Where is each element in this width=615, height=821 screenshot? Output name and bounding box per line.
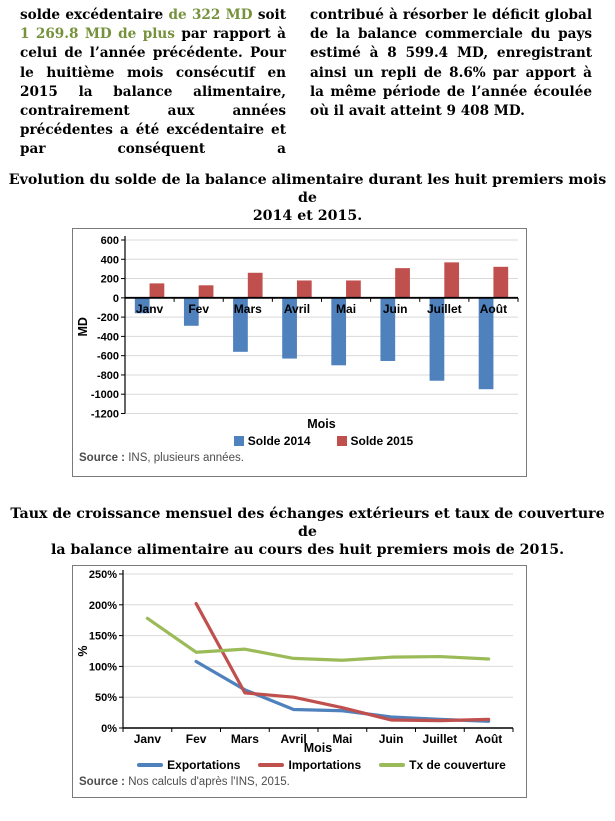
source-text: Nos calculs d'après l'INS, 2015. [125, 776, 290, 788]
legend-swatch [379, 763, 406, 767]
bar-solde-2015-juillet [444, 262, 460, 298]
bar-solde-2014-mai [331, 297, 347, 366]
legend-item-tx-de-couverture: Tx de couverture [379, 758, 506, 772]
y-tick-label: 0 [113, 293, 119, 305]
y-tick-label: 0% [101, 723, 117, 735]
chart1-title: Evolution du solde de la balance aliment… [0, 171, 615, 225]
x-category-label: Avril [281, 732, 307, 746]
legend-item-importations: Importations [258, 758, 361, 772]
bar-solde-2015-janv [149, 283, 165, 298]
y-tick-label: -1200 [91, 409, 119, 421]
legend-label: Exportations [167, 758, 241, 772]
intro-text: par rapport à celui de l’année précédent… [20, 26, 286, 158]
bar-solde-2014-janv [134, 297, 150, 314]
bar-solde-2014-juillet [429, 297, 445, 381]
chart2-title-line2: la balance alimentaire au cours des huit… [50, 542, 565, 558]
intro-paragraph-left: solde excédentaire de 322 MD soit 1 269.… [20, 6, 286, 160]
y-tick-label: 600 [101, 235, 119, 247]
y-tick-label: 150% [89, 631, 117, 643]
y-tick-label: -200 [97, 312, 119, 324]
x-axis-title: Mois [304, 741, 333, 755]
legend-swatch [258, 763, 285, 767]
bar-solde-2015-mai [346, 280, 361, 298]
x-category-label: Mai [332, 732, 352, 746]
legend-item-solde-2014: Solde 2014 [233, 434, 311, 448]
legend-item-exportations: Exportations [137, 758, 240, 772]
legend-label: Importations [288, 758, 362, 772]
line-exportations [194, 659, 491, 723]
chart2-legend: Exportations Importations Tx de couverture [117, 756, 526, 774]
legend-swatch [336, 436, 347, 446]
y-tick-label: -800 [97, 370, 119, 382]
x-category-label: Janv [134, 732, 162, 746]
chart1-legend: Solde 2014 Solde 2015 [121, 432, 526, 450]
chart1-figure: -1200 -1000 -800 -600 -400 -200 0 200 400 600 Janv… [72, 228, 527, 477]
y-tick-label: -1000 [91, 389, 119, 401]
bar-solde-2014-mars [233, 297, 248, 352]
x-category-label: Juillet [423, 732, 458, 746]
y-tick-label: 400 [101, 254, 119, 266]
bar-solde-2014-août [478, 297, 494, 390]
bar-solde-2015-juin [395, 268, 410, 298]
x-axis-title: Mois [307, 417, 336, 431]
y-axis-title: MD [76, 317, 90, 336]
legend-swatch [233, 436, 244, 446]
chart2-figure: 0% 50% 100% 150% 200% 250% Janv Fev Mars Avril Mai… [72, 565, 527, 798]
y-axis-title: % [76, 645, 90, 656]
y-tick-label: 50% [95, 692, 117, 704]
legend-label: Solde 2014 [247, 434, 311, 448]
x-category-label: Août [475, 732, 502, 746]
chart2-source: Source : Nos calculs d'après l'INS, 2015… [79, 776, 526, 788]
y-tick-label: 200% [89, 600, 117, 612]
source-text: INS, plusieurs années. [125, 452, 244, 464]
x-category-label: Fev [188, 302, 209, 316]
chart1-source: Source : INS, plusieurs années. [79, 452, 526, 464]
legend-swatch [137, 763, 164, 767]
bar-solde-2014-juin [380, 297, 396, 361]
x-category-label: Fev [186, 732, 207, 746]
bar-solde-2015-août [493, 266, 509, 298]
x-category-label: Mai [336, 302, 356, 316]
legend-label: Solde 2015 [350, 434, 414, 448]
highlight-value-322md: de 322 MD [168, 7, 253, 23]
intro-text: solde excédentaire [20, 7, 169, 23]
source-label: Source : [79, 776, 126, 788]
chart2-title-line1: Taux de croissance mensuel des échanges … [10, 506, 605, 540]
bar-solde-2015-avril [296, 280, 312, 298]
bar-solde-2015-mars [247, 272, 263, 298]
x-category-label: Août [480, 302, 507, 316]
source-label: Source : [79, 452, 126, 464]
bar-solde-2015-fev [198, 285, 214, 298]
y-tick-label: 250% [89, 569, 117, 581]
x-category-label: Juillet [427, 302, 462, 316]
chart1-title-line2: 2014 et 2015. [252, 208, 363, 224]
y-tick-label: -600 [97, 351, 119, 363]
x-category-label: Juin [379, 732, 404, 746]
legend-item-solde-2015: Solde 2015 [336, 434, 414, 448]
x-category-label: Janv [136, 302, 164, 316]
x-category-label: Mars [234, 302, 262, 316]
bar-chart-canvas: -1200 -1000 -800 -600 -400 -200 0 200 400 600 Janv… [76, 235, 519, 431]
x-category-label: Mars [231, 732, 259, 746]
intro-text: soit [252, 7, 286, 23]
y-tick-label: 200 [101, 274, 119, 286]
intro-paragraph: solde excédentaire de 322 MD soit 1 269.… [20, 6, 592, 160]
line-importations [194, 601, 491, 723]
chart1-title-line1: Evolution du solde de la balance aliment… [8, 172, 607, 206]
legend-label: Tx de couverture [409, 758, 506, 772]
y-tick-label: -400 [97, 331, 119, 343]
line-chart-canvas: 0% 50% 100% 150% 200% 250% Janv Fev Mars Avril Mai… [76, 569, 514, 755]
x-category-label: Juin [383, 302, 408, 316]
x-category-label: Avril [284, 302, 310, 316]
intro-paragraph-right: contribué à résorber le déficit global d… [310, 7, 592, 120]
line-tx-de-couverture [145, 616, 491, 662]
y-tick-label: 100% [89, 661, 117, 673]
chart2-title: Taux de croissance mensuel des échanges … [0, 505, 615, 559]
bar-solde-2014-fev [183, 297, 199, 326]
bar-solde-2014-avril [282, 297, 297, 359]
highlight-value-1269md: 1 269.8 MD de plus [20, 26, 175, 43]
